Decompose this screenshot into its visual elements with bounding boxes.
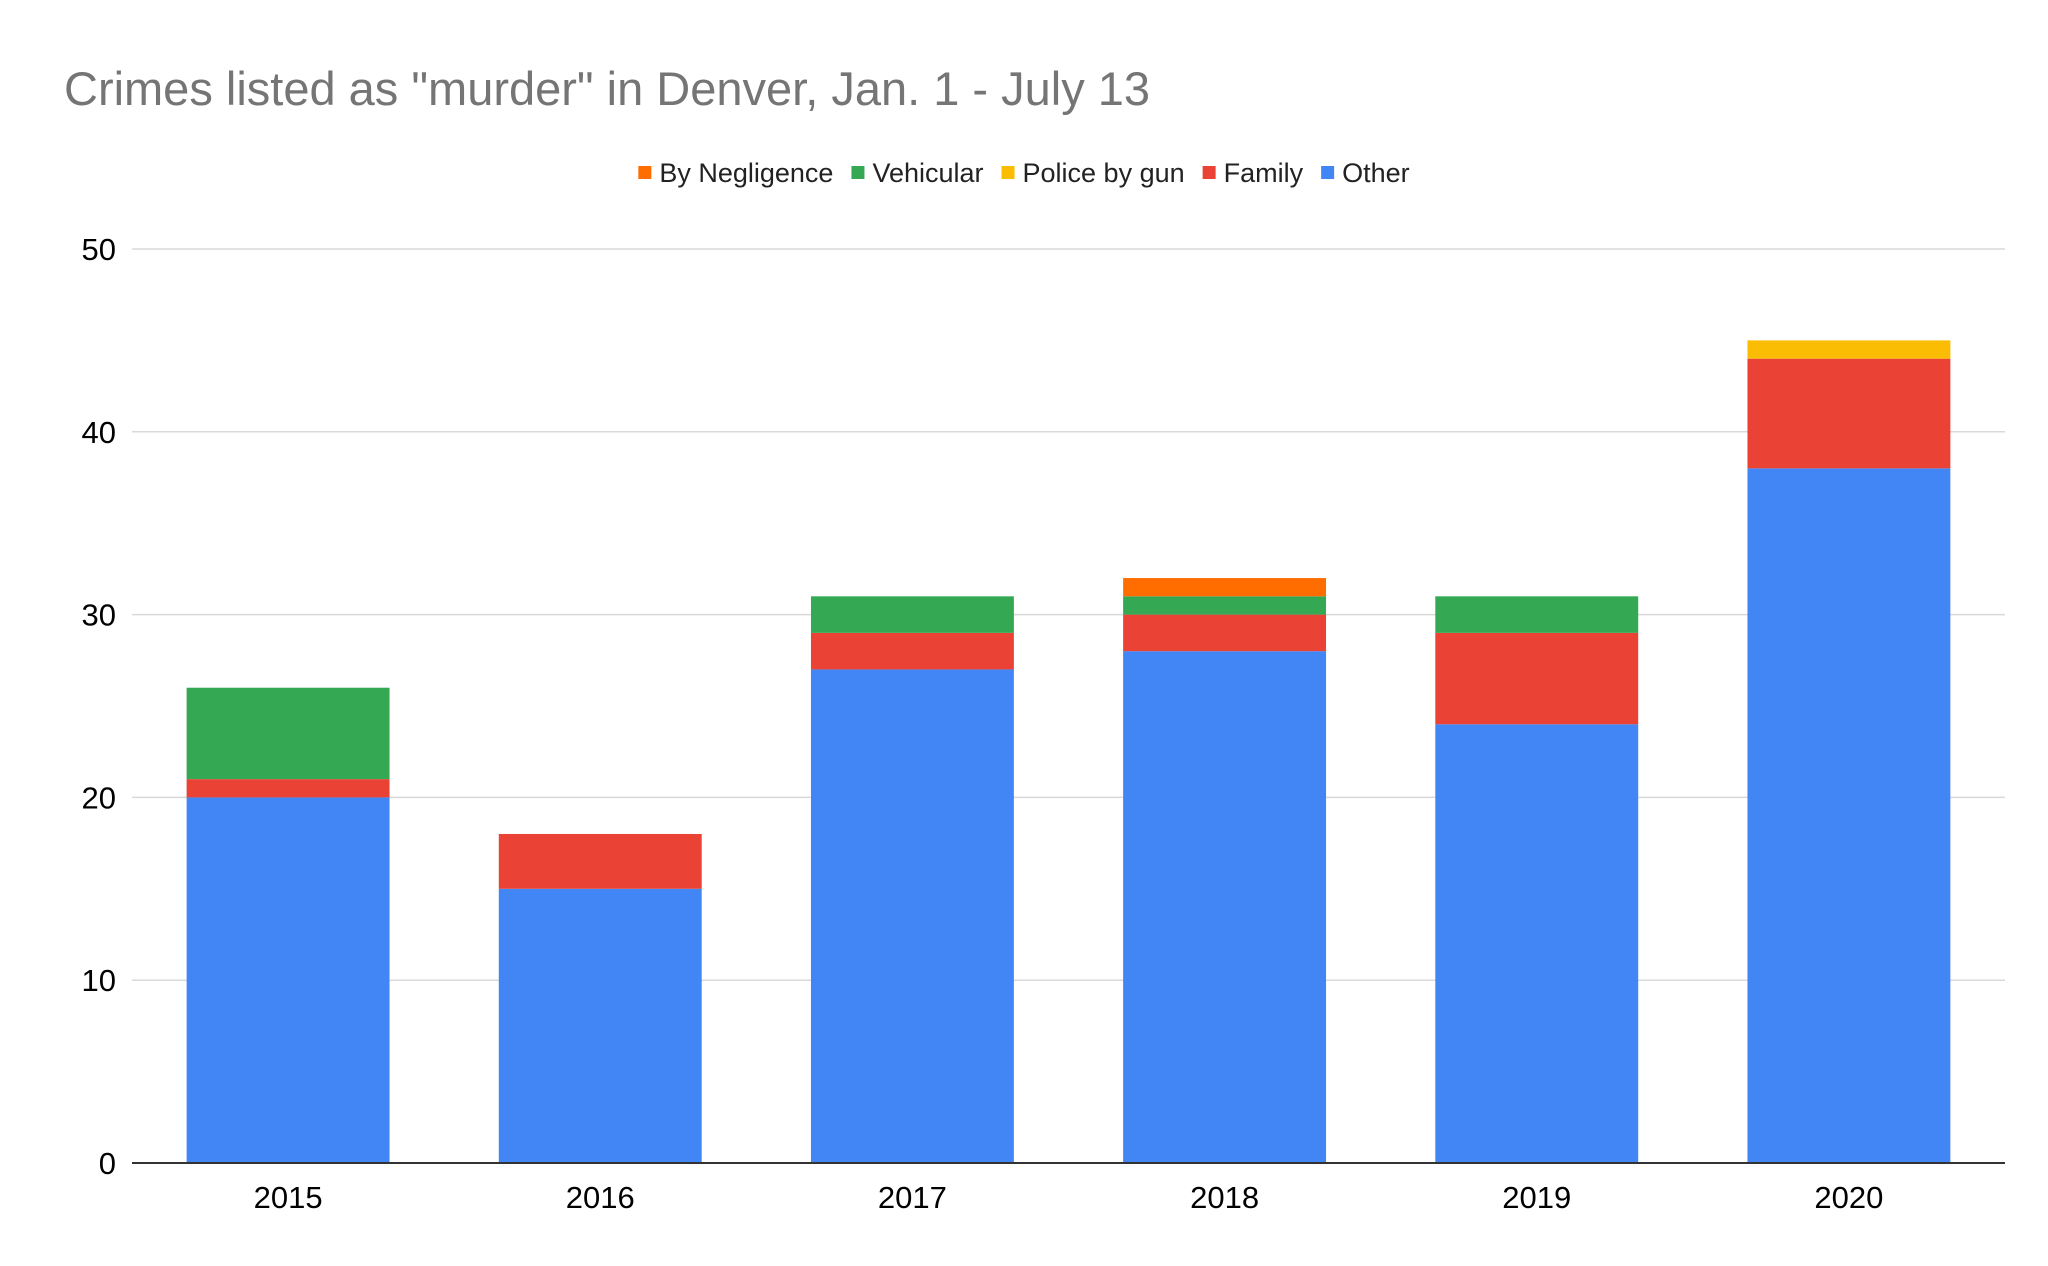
bar-2018-other xyxy=(1123,651,1327,1163)
legend-label-family: Family xyxy=(1224,158,1304,188)
bar-2017-other xyxy=(810,669,1014,1163)
x-tick-label-2020: 2020 xyxy=(1814,1180,1883,1215)
legend-item-family: Family xyxy=(1202,158,1304,188)
y-axis-ticks: 0 10 20 30 40 50 xyxy=(82,232,116,1181)
bar-2020-police-by-gun xyxy=(1747,340,1951,359)
legend: By Negligence Vehicular Police by gun Famil… xyxy=(638,158,1410,188)
x-tick-label-2017: 2017 xyxy=(878,1180,947,1215)
legend-swatch-other xyxy=(1321,166,1335,179)
bar-2015-other xyxy=(186,797,390,1163)
x-axis-ticks: 2015 2016 2017 2018 2019 2020 xyxy=(254,1180,1884,1215)
bar-2015-family xyxy=(186,779,390,798)
bar-2016-other xyxy=(498,888,702,1163)
bar-2018-vehicular xyxy=(1123,596,1327,615)
bar-2017-vehicular xyxy=(810,596,1014,633)
bar-2018-by-negligence xyxy=(1123,578,1327,597)
bar-2019-vehicular xyxy=(1435,596,1639,633)
x-tick-label-2015: 2015 xyxy=(254,1180,323,1215)
bar-2019-family xyxy=(1435,632,1639,725)
x-tick-label-2018: 2018 xyxy=(1190,1180,1259,1215)
bar-2020-family xyxy=(1747,358,1951,469)
bar-2020-other xyxy=(1747,468,1951,1163)
bar-2017-family xyxy=(810,632,1014,670)
gridlines xyxy=(132,248,2005,981)
bars xyxy=(186,340,1951,1163)
legend-item-other: Other xyxy=(1321,158,1410,188)
legend-item-police-by-gun: Police by gun xyxy=(1001,158,1185,188)
legend-label-other: Other xyxy=(1342,158,1410,188)
legend-label-by-negligence: By Negligence xyxy=(659,158,833,188)
legend-item-by-negligence: By Negligence xyxy=(638,158,833,188)
x-tick-label-2016: 2016 xyxy=(566,1180,635,1215)
bar-2016-family xyxy=(498,833,702,889)
legend-item-vehicular: Vehicular xyxy=(851,158,984,188)
legend-swatch-vehicular xyxy=(851,166,865,179)
y-tick-label-50: 50 xyxy=(82,232,116,267)
bar-2019-other xyxy=(1435,724,1639,1163)
x-tick-label-2019: 2019 xyxy=(1502,1180,1571,1215)
chart-title: Crimes listed as "murder" in Denver, Jan… xyxy=(64,62,1150,115)
y-tick-label-10: 10 xyxy=(82,963,116,998)
bar-2015-vehicular xyxy=(186,687,390,780)
y-tick-label-0: 0 xyxy=(99,1146,116,1181)
y-tick-label-20: 20 xyxy=(82,780,116,815)
legend-swatch-police-by-gun xyxy=(1001,166,1015,179)
y-tick-label-40: 40 xyxy=(82,415,116,450)
y-tick-label-30: 30 xyxy=(82,598,116,633)
legend-label-police-by-gun: Police by gun xyxy=(1023,158,1185,188)
legend-label-vehicular: Vehicular xyxy=(872,158,983,188)
legend-swatch-by-negligence xyxy=(638,166,652,179)
bar-2018-family xyxy=(1123,614,1327,652)
legend-swatch-family xyxy=(1202,166,1216,179)
